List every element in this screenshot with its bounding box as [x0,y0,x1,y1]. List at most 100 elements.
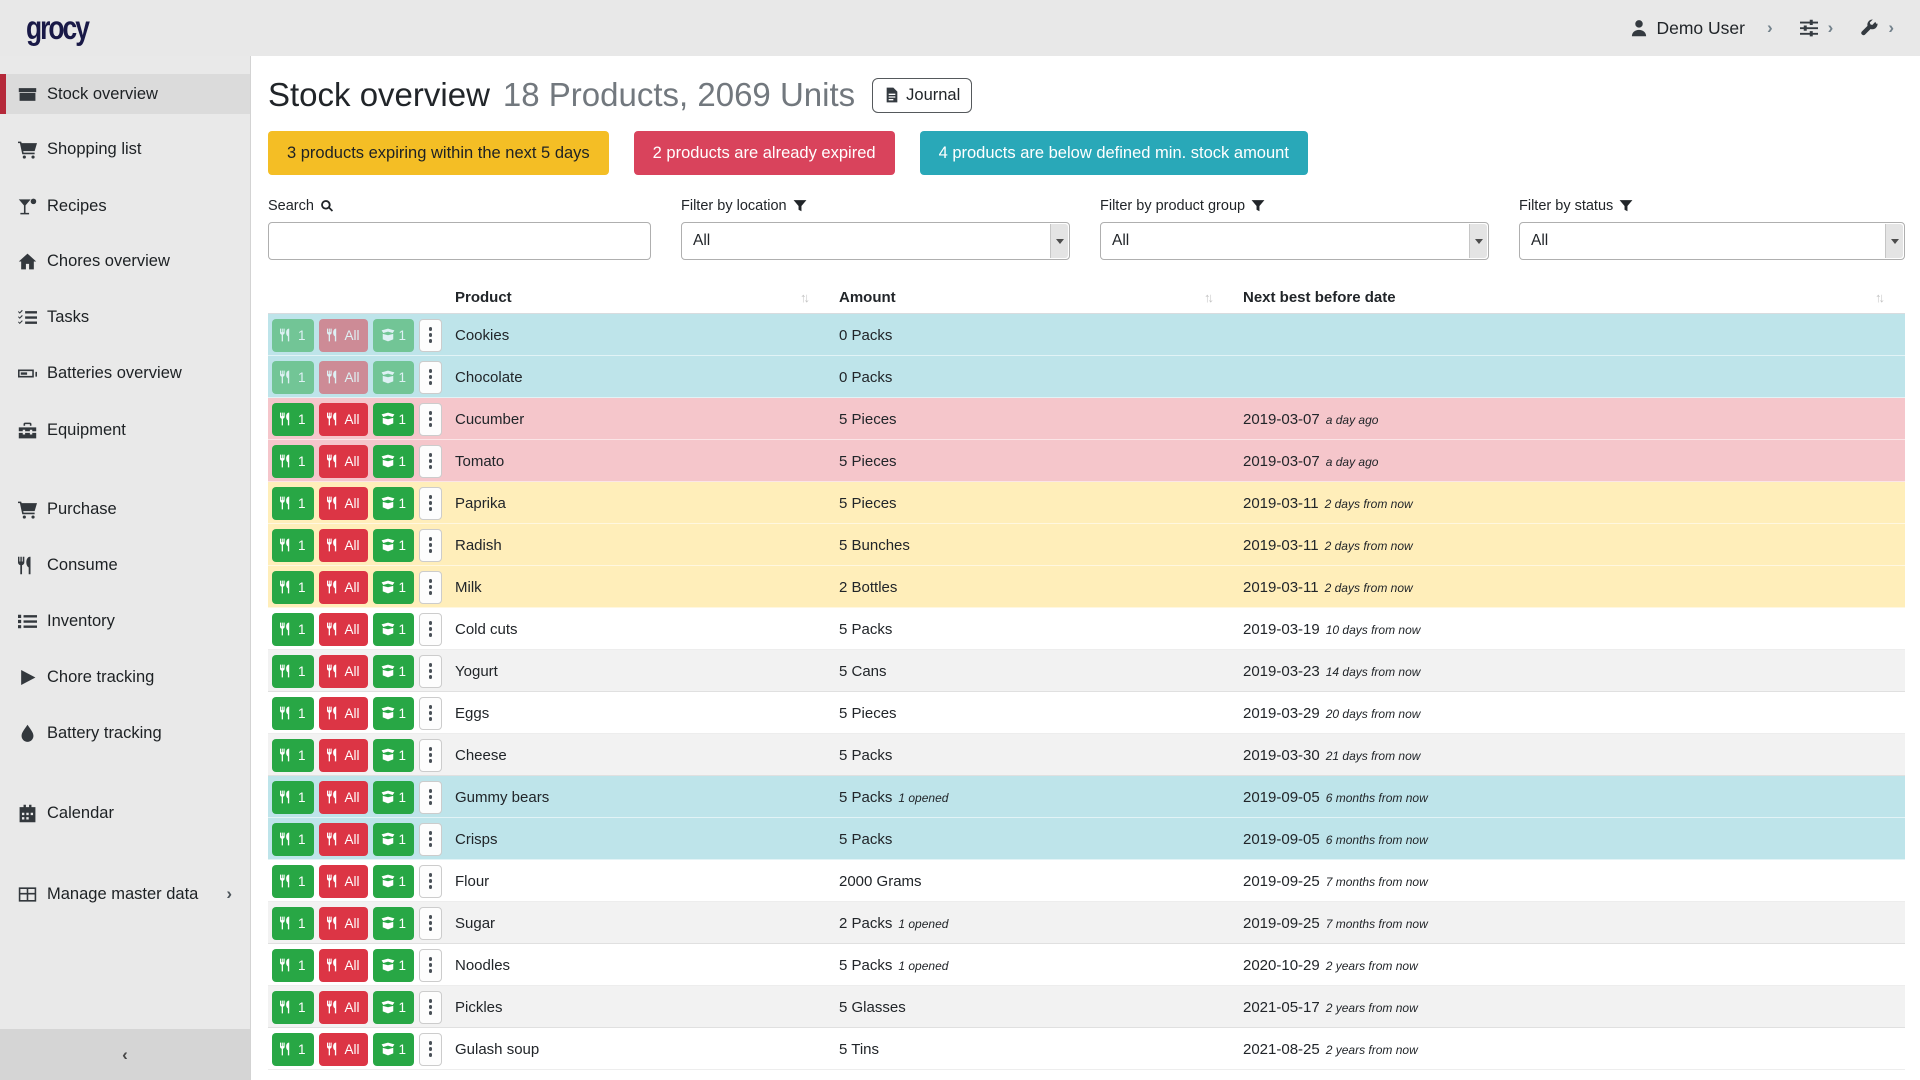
consume-all-button[interactable]: All [318,1032,368,1066]
open-one-button[interactable]: 1 [372,612,415,646]
open-one-button[interactable]: 1 [372,402,415,436]
consume-one-button[interactable]: 1 [272,528,314,562]
consume-one-button[interactable]: 1 [272,654,314,688]
sidebar-item-manage-master-data[interactable]: Manage master data › [0,874,250,914]
alert-badge-info[interactable]: 4 products are below defined min. stock … [919,131,1308,175]
consume-all-button[interactable]: All [318,738,368,772]
row-menu-button[interactable] [419,612,443,646]
column-header-product[interactable]: Product ↑↓ [455,289,810,306]
open-one-button[interactable]: 1 [372,318,415,352]
open-one-button[interactable]: 1 [372,1032,415,1066]
consume-all-button[interactable]: All [318,948,368,982]
open-one-button[interactable]: 1 [372,864,415,898]
open-one-button[interactable]: 1 [372,444,415,478]
row-menu-button[interactable] [419,696,443,730]
row-menu-button[interactable] [419,444,443,478]
row-menu-button[interactable] [419,738,443,772]
consume-all-button[interactable]: All [318,822,368,856]
wrench-icon[interactable] [1860,19,1878,37]
consume-all-button[interactable]: All [318,528,368,562]
chevron-right-icon[interactable]: › [1766,18,1773,37]
consume-one-button[interactable]: 1 [272,612,314,646]
consume-all-button[interactable]: All [318,612,368,646]
sidebar-item-shopping-list[interactable]: Shopping list [0,129,250,169]
consume-all-button[interactable]: All [318,318,368,352]
consume-all-button[interactable]: All [318,444,368,478]
alert-badge-warning[interactable]: 3 products expiring within the next 5 da… [268,131,609,175]
consume-one-button[interactable]: 1 [272,570,314,604]
user-menu[interactable]: Demo User [1656,17,1745,38]
row-menu-button[interactable] [419,780,443,814]
consume-all-button[interactable]: All [318,570,368,604]
consume-one-button[interactable]: 1 [272,864,314,898]
row-menu-button[interactable] [419,948,443,982]
column-header-next-best-before-date[interactable]: Next best before date ↑↓ [1243,289,1885,306]
consume-all-button[interactable]: All [318,906,368,940]
consume-one-button[interactable]: 1 [272,948,314,982]
filter-location-select[interactable]: All [681,222,1070,260]
chevron-right-icon[interactable]: › [1888,18,1894,37]
row-menu-button[interactable] [419,528,443,562]
sidebar-item-equipment[interactable]: Equipment [0,410,250,450]
consume-one-button[interactable]: 1 [272,822,314,856]
sidebar-collapse-button[interactable]: ‹ [0,1029,250,1080]
sidebar-item-inventory[interactable]: Inventory [0,601,250,641]
open-one-button[interactable]: 1 [372,948,415,982]
consume-one-button[interactable]: 1 [272,360,314,394]
open-one-button[interactable]: 1 [372,570,415,604]
consume-one-button[interactable]: 1 [272,738,314,772]
sidebar-item-batteries-overview[interactable]: Batteries overview [0,353,250,393]
sidebar-item-recipes[interactable]: Recipes [0,186,250,226]
row-menu-button[interactable] [419,1032,443,1066]
consume-one-button[interactable]: 1 [272,906,314,940]
open-one-button[interactable]: 1 [372,990,415,1024]
open-one-button[interactable]: 1 [372,906,415,940]
consume-one-button[interactable]: 1 [272,402,314,436]
consume-one-button[interactable]: 1 [272,696,314,730]
consume-one-button[interactable]: 1 [272,444,314,478]
consume-all-button[interactable]: All [318,990,368,1024]
sidebar-item-stock-overview[interactable]: Stock overview [0,74,250,114]
open-one-button[interactable]: 1 [372,780,415,814]
journal-button[interactable]: Journal [872,77,973,113]
consume-one-button[interactable]: 1 [272,990,314,1024]
sidebar-item-purchase[interactable]: Purchase [0,489,250,529]
row-menu-button[interactable] [419,864,443,898]
row-menu-button[interactable] [419,822,443,856]
sidebar-item-calendar[interactable]: Calendar [0,793,250,833]
consume-one-button[interactable]: 1 [272,486,314,520]
search-input[interactable] [268,222,651,260]
sidebar-item-chores-overview[interactable]: Chores overview [0,241,250,281]
column-header-amount[interactable]: Amount ↑↓ [839,289,1214,306]
consume-all-button[interactable]: All [318,360,368,394]
row-menu-button[interactable] [419,570,443,604]
row-menu-button[interactable] [419,990,443,1024]
consume-all-button[interactable]: All [318,696,368,730]
sidebar-item-chore-tracking[interactable]: Chore tracking [0,657,250,697]
open-one-button[interactable]: 1 [372,528,415,562]
chevron-right-icon[interactable]: › [1827,18,1834,37]
open-one-button[interactable]: 1 [372,696,415,730]
sliders-icon[interactable] [1799,19,1818,37]
row-menu-button[interactable] [419,906,443,940]
consume-one-button[interactable]: 1 [272,318,314,352]
row-menu-button[interactable] [419,486,443,520]
filter-status-select[interactable]: All [1519,222,1905,260]
row-menu-button[interactable] [419,318,443,352]
open-one-button[interactable]: 1 [372,654,415,688]
sidebar-item-consume[interactable]: Consume [0,545,250,585]
sidebar-item-battery-tracking[interactable]: Battery tracking [0,713,250,753]
consume-all-button[interactable]: All [318,486,368,520]
filter-product-group-select[interactable]: All [1100,222,1489,260]
open-one-button[interactable]: 1 [372,360,415,394]
row-menu-button[interactable] [419,654,443,688]
row-menu-button[interactable] [419,402,443,436]
alert-badge-danger[interactable]: 2 products are already expired [633,131,895,175]
open-one-button[interactable]: 1 [372,486,415,520]
row-menu-button[interactable] [419,360,443,394]
consume-one-button[interactable]: 1 [272,780,314,814]
sidebar-item-tasks[interactable]: Tasks [0,297,250,337]
consume-all-button[interactable]: All [318,402,368,436]
open-one-button[interactable]: 1 [372,738,415,772]
consume-one-button[interactable]: 1 [272,1032,314,1066]
